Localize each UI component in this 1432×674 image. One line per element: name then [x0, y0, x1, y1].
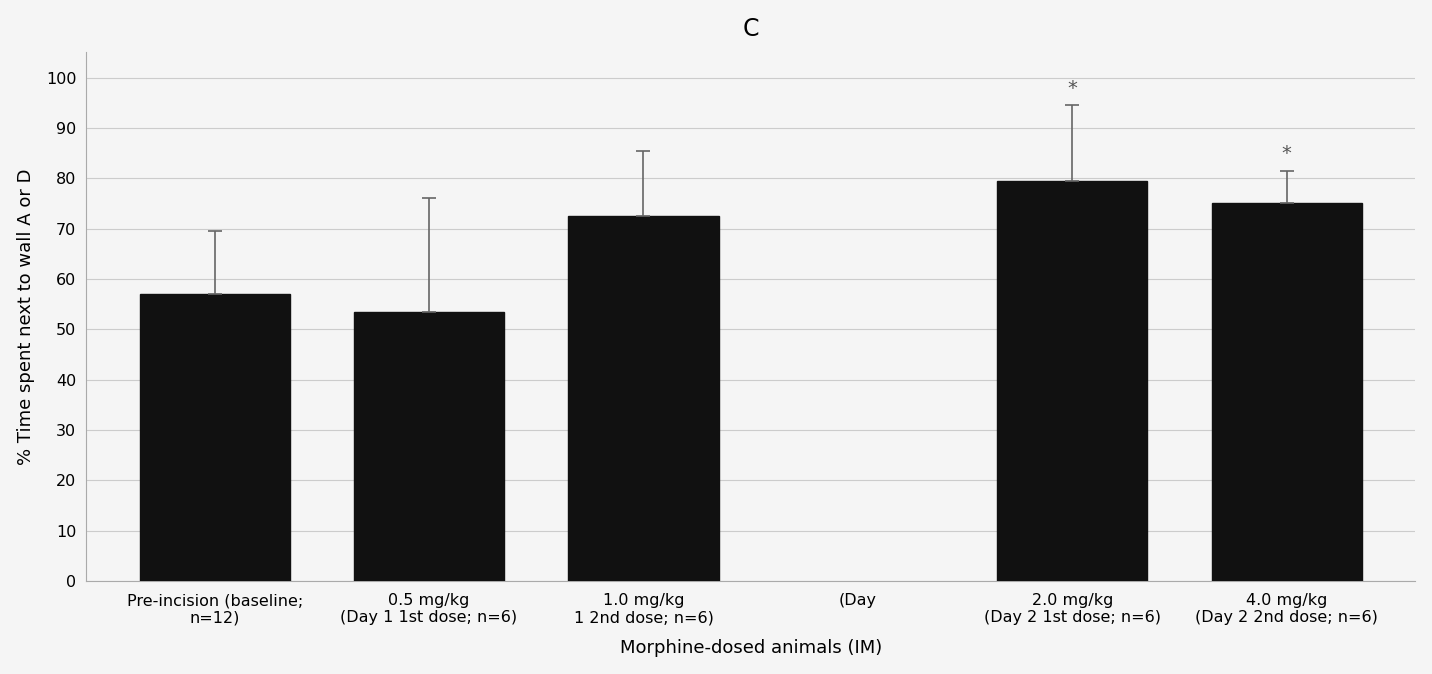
Bar — [569, 216, 719, 581]
Title: C: C — [742, 17, 759, 40]
Text: *: * — [1067, 79, 1077, 98]
Bar — [1211, 204, 1362, 581]
Y-axis label: % Time spent next to wall A or D: % Time spent next to wall A or D — [17, 168, 34, 465]
Bar — [997, 181, 1147, 581]
Bar — [139, 294, 289, 581]
X-axis label: Morphine-dosed animals (IM): Morphine-dosed animals (IM) — [620, 640, 882, 657]
Bar — [354, 312, 504, 581]
Text: *: * — [1282, 144, 1292, 163]
